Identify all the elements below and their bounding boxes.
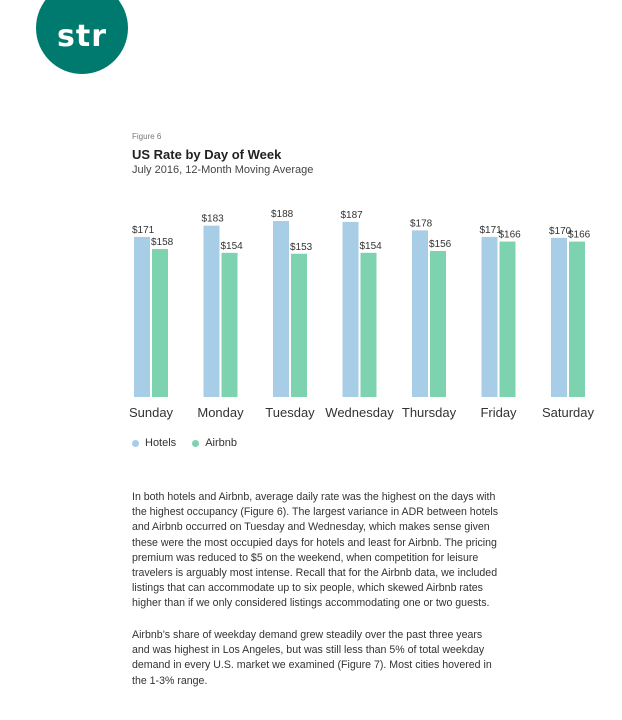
bar-hotels-thursday xyxy=(412,230,428,397)
x-tick-label-saturday: Saturday xyxy=(542,405,595,420)
data-label-hotels-wednesday: $187 xyxy=(341,210,364,221)
legend-label-hotels: Hotels xyxy=(145,437,177,449)
bar-chart: $171$158Sunday$183$154Monday$188$153Tues… xyxy=(129,209,595,420)
data-label-airbnb-wednesday: $154 xyxy=(360,241,383,252)
data-label-airbnb-friday: $166 xyxy=(499,230,522,241)
data-label-hotels-friday: $171 xyxy=(480,225,503,236)
data-label-hotels-thursday: $178 xyxy=(410,218,433,229)
bar-hotels-wednesday xyxy=(342,221,359,397)
legend-swatch-hotels xyxy=(132,439,139,447)
bar-airbnb-tuesday xyxy=(291,253,307,397)
bar-hotels-friday xyxy=(481,236,498,397)
bar-airbnb-monday xyxy=(221,252,238,397)
legend-item-airbnb: Airbnb xyxy=(192,437,237,449)
data-label-airbnb-thursday: $156 xyxy=(429,239,452,250)
data-label-hotels-saturday: $170 xyxy=(549,226,572,237)
bar-hotels-tuesday xyxy=(273,221,289,397)
legend-swatch-airbnb xyxy=(192,439,200,447)
data-label-hotels-tuesday: $188 xyxy=(271,209,294,220)
x-tick-label-monday: Monday xyxy=(197,405,244,420)
str-logo: str xyxy=(36,0,128,74)
chart-legend: Hotels Airbnb xyxy=(132,437,237,449)
x-tick-label-sunday: Sunday xyxy=(129,405,174,420)
legend-item-hotels: Hotels xyxy=(132,437,176,449)
chart-subtitle: July 2016, 12-Month Moving Average xyxy=(132,164,314,176)
bar-hotels-saturday xyxy=(551,237,567,397)
bar-airbnb-saturday xyxy=(569,241,585,397)
bar-airbnb-thursday xyxy=(430,250,446,397)
bar-airbnb-wednesday xyxy=(360,252,377,397)
logo-text: str xyxy=(57,18,107,54)
body-paragraph-1: In both hotels and Airbnb, average daily… xyxy=(132,491,499,610)
data-label-hotels-sunday: $171 xyxy=(132,225,155,236)
legend-label-airbnb: Airbnb xyxy=(205,437,237,449)
figure-label: Figure 6 xyxy=(132,132,162,141)
data-label-airbnb-monday: $154 xyxy=(221,241,244,252)
chart-title: US Rate by Day of Week xyxy=(132,147,282,162)
data-label-airbnb-tuesday: $153 xyxy=(290,242,313,253)
x-tick-label-thursday: Thursday xyxy=(402,405,457,420)
data-label-airbnb-saturday: $166 xyxy=(568,230,591,241)
x-tick-label-tuesday: Tuesday xyxy=(265,405,315,420)
data-label-hotels-monday: $183 xyxy=(202,214,225,225)
data-label-airbnb-sunday: $158 xyxy=(151,237,174,248)
bar-airbnb-sunday xyxy=(152,249,168,397)
x-tick-label-wednesday: Wednesday xyxy=(325,405,394,420)
bar-airbnb-friday xyxy=(499,241,516,397)
body-paragraph-2: Airbnb’s share of weekday demand grew st… xyxy=(132,629,492,687)
bar-hotels-monday xyxy=(203,225,220,397)
x-tick-label-friday: Friday xyxy=(480,405,517,420)
bar-hotels-sunday xyxy=(134,236,150,397)
